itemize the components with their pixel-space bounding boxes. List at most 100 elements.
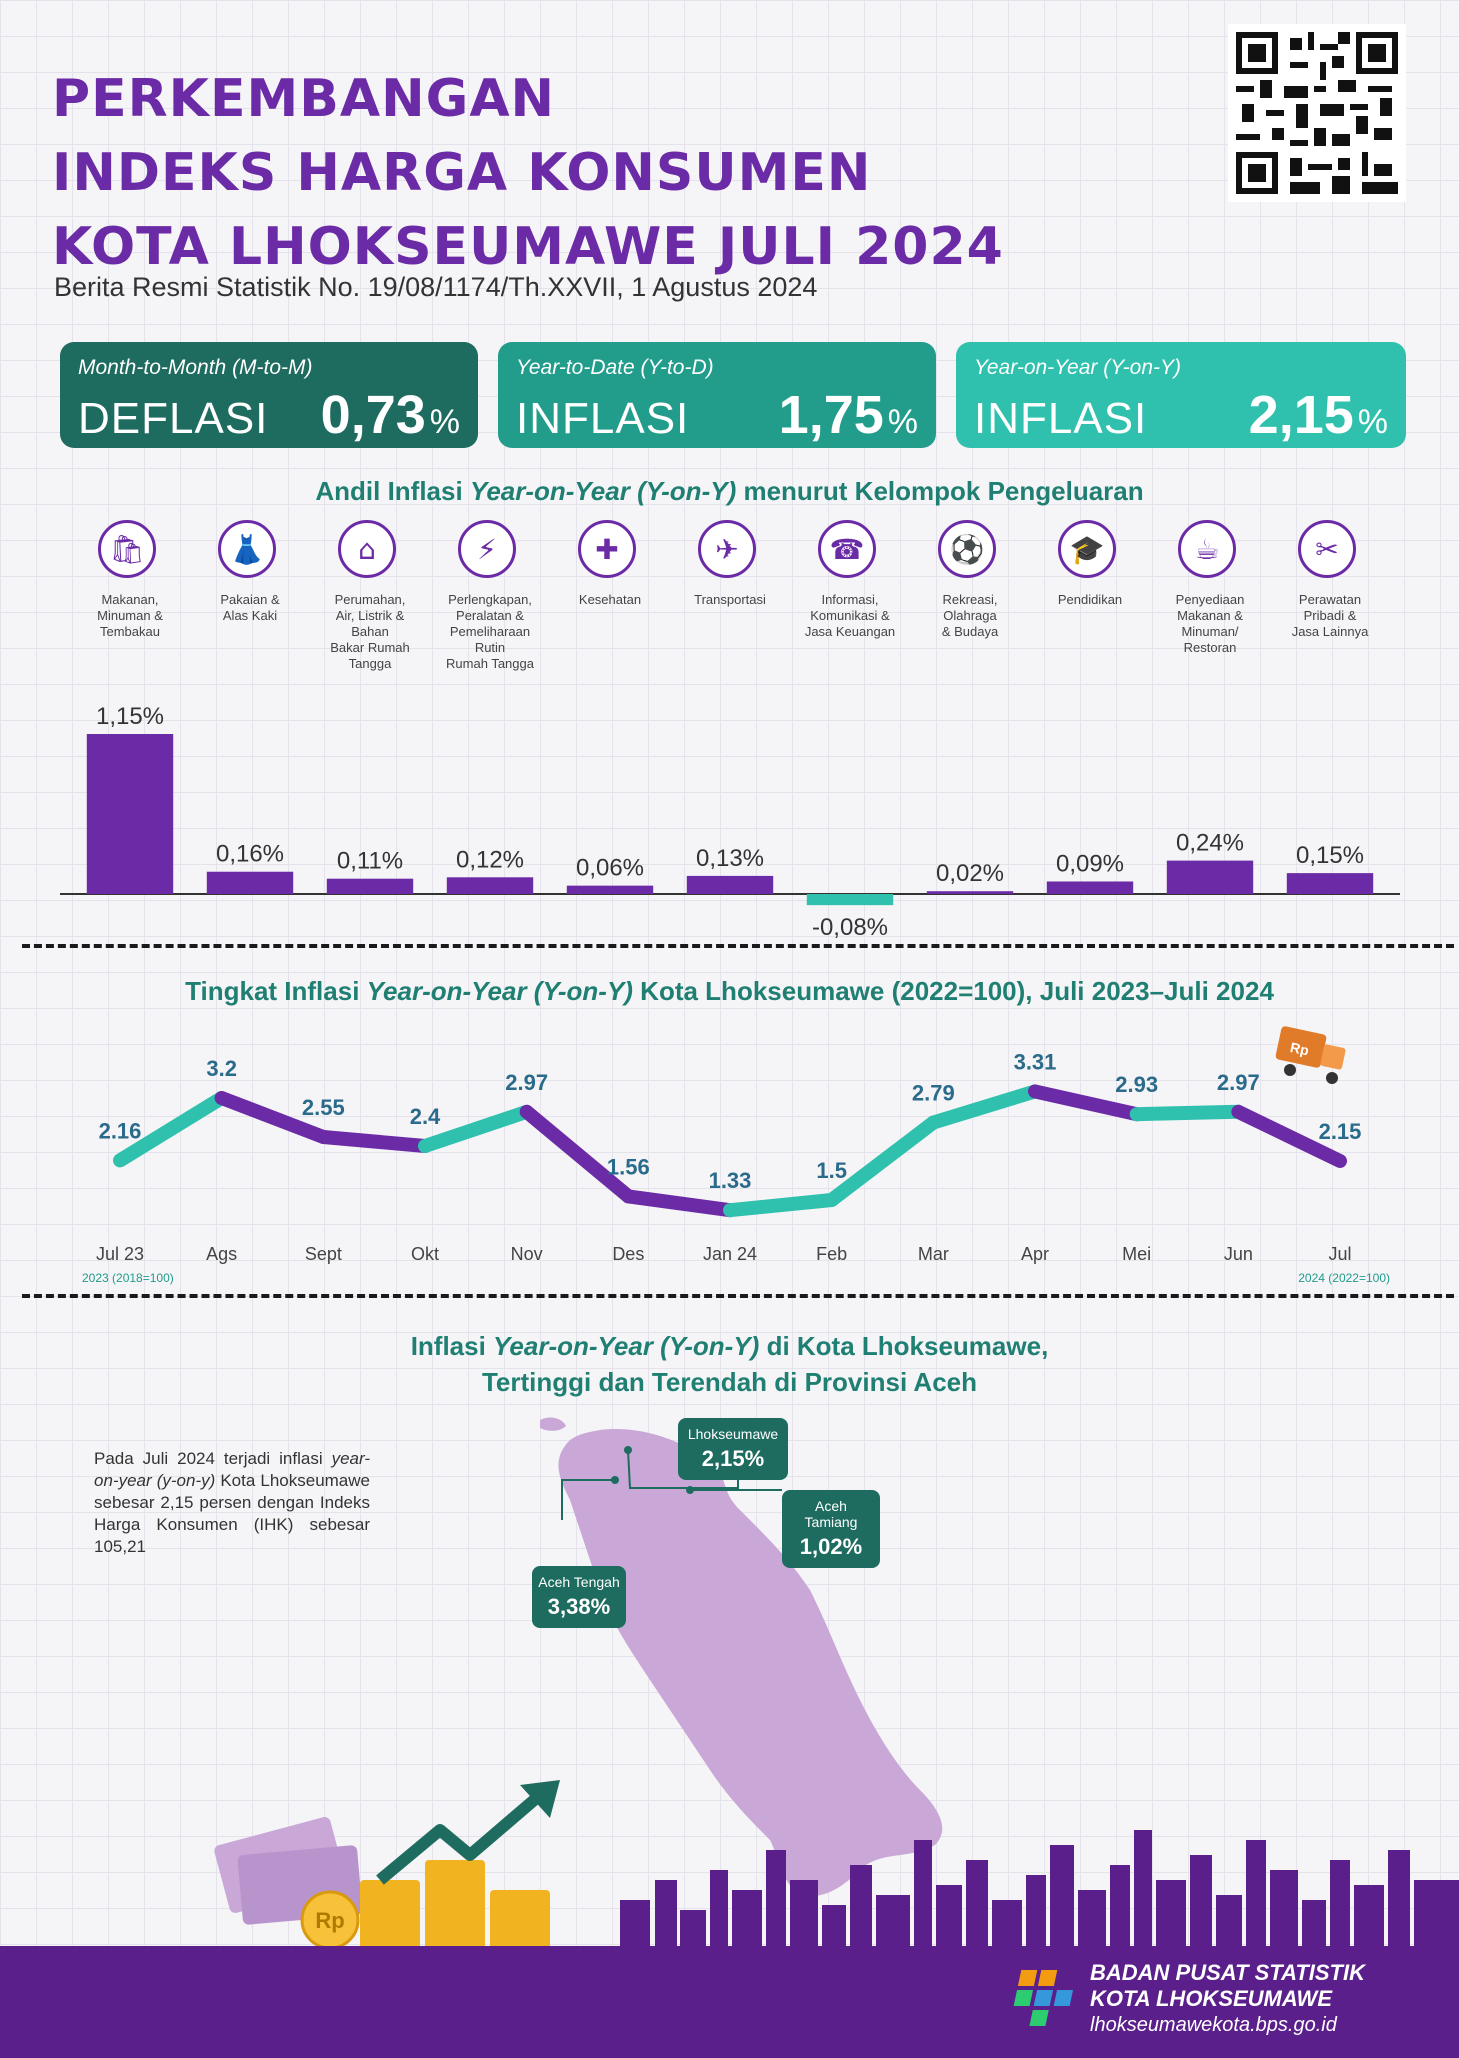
bar-category-line: Bakar Rumah <box>330 640 410 655</box>
bar-category-label: Informasi, Komunikasi & Jasa Keuangan <box>790 592 910 640</box>
map-title-part-a: Inflasi <box>410 1331 494 1361</box>
line-segment <box>214 1091 331 1144</box>
bar-category-line: Pribadi & <box>1303 608 1357 623</box>
callout-aceh-tamiang-value: 1,02% <box>799 1534 863 1559</box>
x-tick-label: Mei <box>1122 1244 1151 1264</box>
bar-chart: 1,15% 0,16% 0,11% 0,12% 0,06% 0,13% -0,08% 0,02… <box>60 703 1400 941</box>
line-segment <box>1129 1104 1246 1122</box>
x-tick-label: Jul <box>1328 1244 1351 1264</box>
bar-value-label: 0,06% <box>576 855 644 882</box>
mtm-label: Month-to-Month (M-to-M) <box>78 356 313 379</box>
line-segment <box>621 1189 737 1218</box>
bar-category-line: Makanan & <box>1177 608 1243 623</box>
map-desc-part-a: Pada Juli 2024 terjadi inflasi <box>94 1449 332 1468</box>
page-subtitle: Berita Resmi Statistik No. 19/08/1174/Th… <box>54 272 818 302</box>
bar-category-label: Perawatan Pribadi & Jasa Lainnya <box>1270 592 1390 640</box>
page-title: PERKEMBANGAN INDEKS HARGA KONSUMEN KOTA … <box>52 62 1202 284</box>
bar-category-label: Perumahan, Air, Listrik & Bahan Bakar Rumah… <box>310 592 430 672</box>
bar-category-line: Restoran <box>1183 640 1237 655</box>
line-segment <box>723 1193 839 1218</box>
map-title-line-2: Tertinggi dan Terendah di Provinsi Aceh <box>481 1367 978 1397</box>
bar-category-line: Pemeliharaan <box>449 624 531 639</box>
scissors-comb-icon: ✂ <box>1298 520 1356 578</box>
bar-5 <box>686 875 774 894</box>
x-tick-label: Nov <box>511 1244 543 1264</box>
line-title-part-a: Tingkat Inflasi <box>185 976 367 1006</box>
bar-2 <box>326 878 414 894</box>
yoy-value: 2,15 <box>1248 385 1354 445</box>
bar-category-line: Kesehatan <box>578 592 642 607</box>
line-value-label: 1.33 <box>709 1168 752 1193</box>
bar-category-line: Pakaian & <box>220 592 280 607</box>
line-value-label: 2.55 <box>302 1095 345 1120</box>
line-segment <box>1231 1104 1347 1168</box>
line-segment <box>1028 1084 1144 1122</box>
qr-code-icon[interactable] <box>1228 24 1406 202</box>
ytd-unit: % <box>887 403 918 441</box>
summary-ytd: Year-to-Date (Y-to-D) INFLASI 1,75 % <box>498 342 936 448</box>
bar-category-label: Kesehatan <box>550 592 670 608</box>
bar-value-label: 0,15% <box>1296 842 1364 869</box>
bar-value-label: 1,15% <box>96 703 164 730</box>
graduation-cap-icon: 🎓 <box>1058 520 1116 578</box>
x-tick-label: Jul 23 <box>96 1244 144 1264</box>
map-desc-part-c: Kota Lhokseumawe sebesar 2,15 persen den… <box>94 1471 370 1556</box>
bar-category-line: Perlengkapan, <box>448 592 532 607</box>
title-line-1: PERKEMBANGAN <box>52 69 556 129</box>
x-tick-label: Des <box>612 1244 644 1264</box>
bar-category-line: Olahraga <box>943 608 997 623</box>
line-segment <box>824 1115 941 1207</box>
line-value-label: 1.56 <box>607 1154 650 1179</box>
bar-value-label: 0,02% <box>936 860 1004 887</box>
island-small-2 <box>728 1779 739 1792</box>
bar-category-line: Pendidikan <box>1057 592 1123 607</box>
line-value-label: 2.93 <box>1115 1072 1158 1097</box>
title-line-2: INDEKS HARGA KONSUMEN <box>52 143 872 203</box>
bar-category-line: Penyediaan <box>1175 592 1245 607</box>
plug-icon: ⚡ <box>458 520 516 578</box>
city-skyline-icon <box>620 1830 1459 1950</box>
map-desc-part-b: year-on-year (y-on-y) <box>94 1449 370 1490</box>
line-chart-title: Tingkat Inflasi Year-on-Year (Y-on-Y) Ko… <box>0 976 1459 1007</box>
summary-mtm: Month-to-Month (M-to-M) DEFLASI 0,73 % <box>60 342 478 448</box>
line-value-label: 3.2 <box>206 1056 237 1081</box>
line-value-label: 2.4 <box>410 1104 441 1129</box>
line-chart: 2.16 Jul 23 3.2 Ags 2.55 Sept 2.4 Okt 2.97 Nov 1.5… <box>82 1026 1390 1285</box>
separator-2 <box>22 1294 1454 1298</box>
bar-value-label: 0,16% <box>216 841 284 868</box>
separator-1 <box>22 944 1454 948</box>
bar-category-line: Minuman/ <box>1181 624 1239 639</box>
bar-category-label: Rekreasi, Olahraga & Budaya <box>910 592 1030 640</box>
bar-1 <box>206 871 294 894</box>
smartphone-icon: ☎ <box>818 520 876 578</box>
x-tick-label: Apr <box>1021 1244 1049 1264</box>
x-tick-label: Mar <box>918 1244 949 1264</box>
medicine-icon: ✚ <box>578 520 636 578</box>
bar-3 <box>446 877 534 894</box>
bar-category-line: Tangga <box>348 656 392 671</box>
bar-category-line: Rekreasi, <box>942 592 998 607</box>
line-value-label: 2.97 <box>1217 1070 1260 1095</box>
bar-category-line: & Budaya <box>941 624 999 639</box>
mtm-unit: % <box>429 403 460 441</box>
line-title-part-c: Kota Lhokseumawe (2022=100), Juli 2023–J… <box>632 976 1274 1006</box>
map-title: Inflasi Year-on-Year (Y-on-Y) di Kota Lh… <box>0 1328 1459 1400</box>
football-player-icon: ⚽ <box>938 520 996 578</box>
bar-category-line: Makanan, <box>101 592 159 607</box>
money-coins-icon: Rp <box>214 1780 560 1960</box>
org-url-link[interactable]: lhokseumawekota.bps.go.id <box>1090 2014 1337 2036</box>
mtm-value: 0,73 <box>320 385 426 445</box>
org-line-1: BADAN PUSAT STATISTIK <box>1090 1960 1365 1985</box>
callout-aceh-tamiang: Aceh Tamiang 1,02% <box>782 1490 880 1568</box>
bar-category-line: Tembakau <box>100 624 160 639</box>
bar-category-label: Makanan, Minuman & Tembakau <box>70 592 190 640</box>
bar-chart-title: Andil Inflasi Year-on-Year (Y-on-Y) menu… <box>0 476 1459 507</box>
ytd-kind: INFLASI <box>516 394 690 443</box>
bar-category-line: Komunikasi & <box>810 608 890 623</box>
bar-category-line: Alas Kaki <box>222 608 278 623</box>
bar-category-line: Rutin <box>474 640 506 655</box>
bar-value-label: 0,09% <box>1056 850 1124 877</box>
line-value-label: 2.79 <box>912 1081 955 1106</box>
x-tick-label: Feb <box>816 1244 847 1264</box>
line-value-label: 3.31 <box>1014 1049 1057 1074</box>
